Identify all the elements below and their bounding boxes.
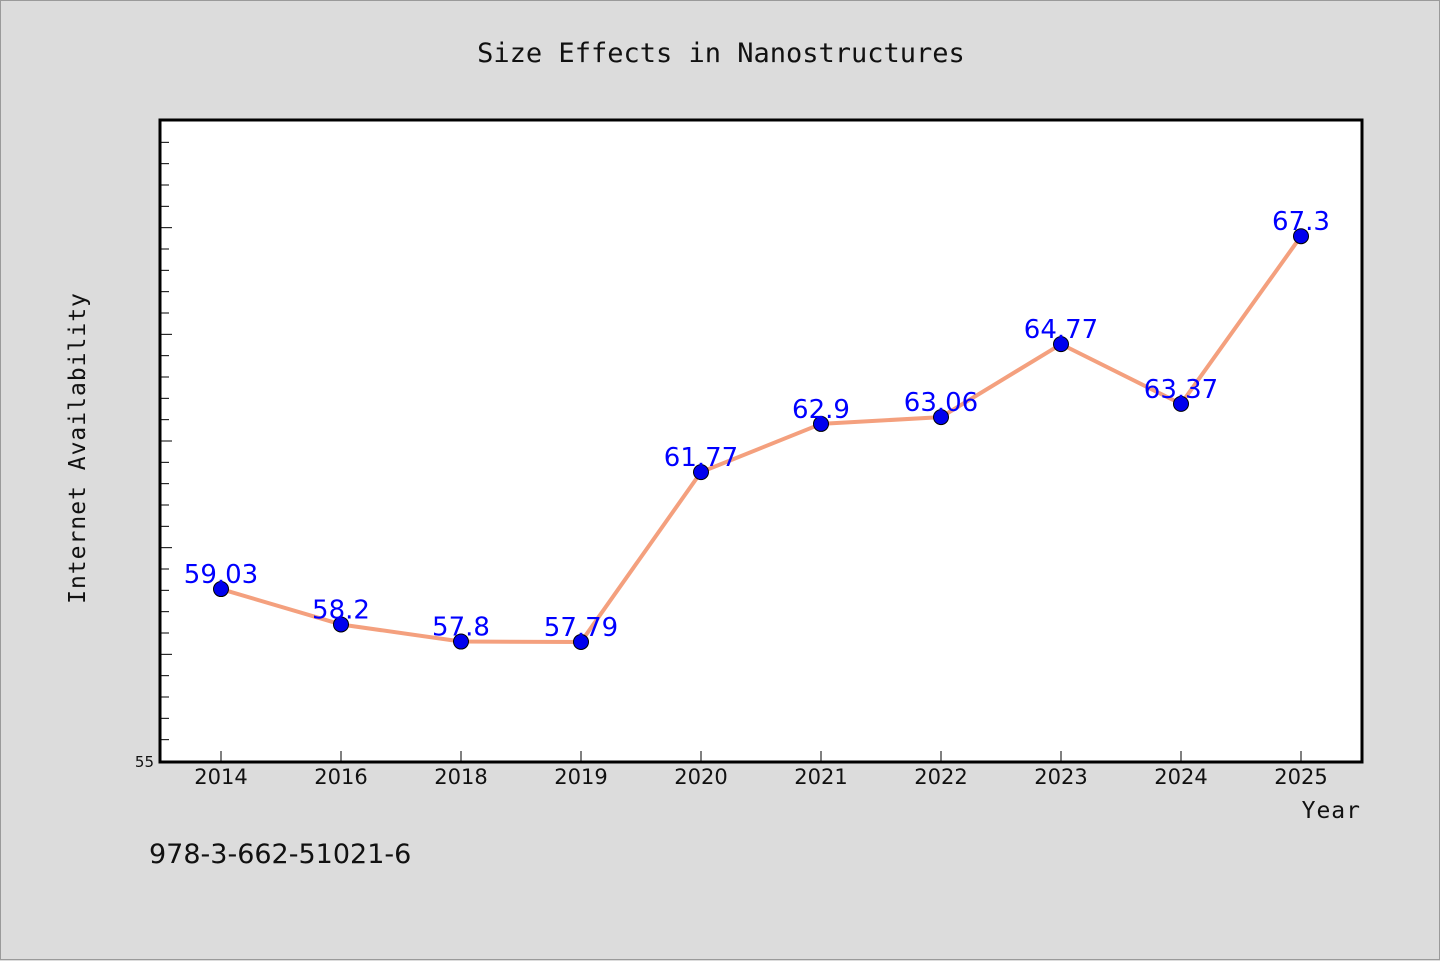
series-layer: 59.03 58.2 57.8 57.79 61.77 62.9 63.06 64.77 63.… <box>184 207 1330 650</box>
data-point <box>693 464 709 481</box>
data-label: 57.79 <box>544 613 618 643</box>
data-point <box>1293 228 1309 245</box>
x-tick-label: 2025 <box>1274 765 1327 789</box>
x-axis-ticks: 2014 2016 2018 2019 2020 2021 2022 2023 2024 2025 <box>194 751 1328 789</box>
x-tick-label: 2020 <box>674 765 727 789</box>
data-label: 64.77 <box>1024 315 1098 345</box>
x-tick-label: 2023 <box>1034 765 1087 789</box>
data-label: 67.3 <box>1272 207 1330 237</box>
y-axis-ticks: 55 <box>135 141 172 771</box>
data-label: 57.8 <box>432 613 490 643</box>
x-tick-label: 2014 <box>194 765 247 789</box>
data-label: 59.03 <box>184 560 258 590</box>
data-point <box>213 581 229 598</box>
data-label: 63.06 <box>904 388 978 418</box>
data-point <box>1053 336 1069 353</box>
data-point <box>333 616 349 633</box>
data-point <box>813 415 829 432</box>
y-axis-label: Internet Availability <box>65 292 91 604</box>
data-point <box>1173 395 1189 412</box>
data-label: 63.37 <box>1144 375 1218 405</box>
plot-area <box>158 118 1364 764</box>
data-point <box>453 633 469 650</box>
chart-title: Size Effects in Nanostructures <box>477 38 965 69</box>
x-axis-label: Year <box>1302 798 1361 824</box>
x-tick-label: 2022 <box>914 765 967 789</box>
series-line <box>219 234 1303 644</box>
isbn-text: 978-3-662-51021-6 <box>149 839 411 870</box>
x-tick-label: 2021 <box>794 765 847 789</box>
x-tick-label: 2018 <box>434 765 487 789</box>
x-tick-label: 2024 <box>1154 765 1207 789</box>
data-point <box>573 633 589 650</box>
y-tick-label: 55 <box>135 753 154 771</box>
data-label: 58.2 <box>312 595 370 625</box>
data-label: 61.77 <box>664 443 738 473</box>
x-tick-label: 2019 <box>554 765 607 789</box>
data-point <box>933 409 949 426</box>
x-tick-label: 2016 <box>314 765 367 789</box>
data-label: 62.9 <box>792 395 850 425</box>
